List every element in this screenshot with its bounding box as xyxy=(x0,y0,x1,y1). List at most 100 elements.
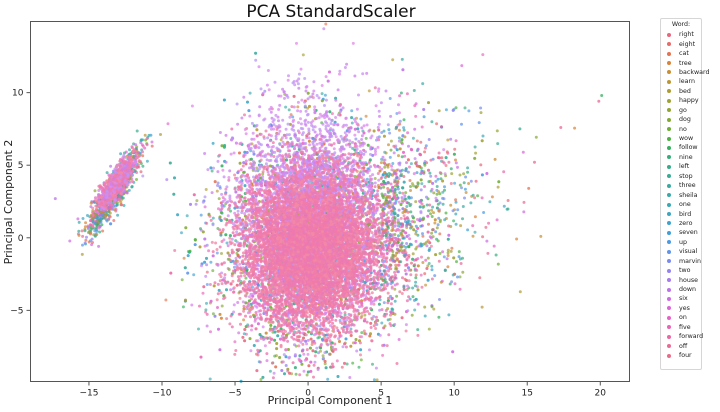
legend-item-bed: bed xyxy=(661,87,701,96)
legend-item-no: no xyxy=(661,124,701,133)
plot-frame xyxy=(30,21,630,382)
legend-label: eight xyxy=(679,40,696,48)
legend-marker-icon xyxy=(667,32,671,37)
y-axis-label: Principal Component 2 xyxy=(2,140,15,265)
legend-marker-icon xyxy=(667,315,671,320)
legend-label: on xyxy=(679,314,687,322)
legend-item-three: three xyxy=(661,181,701,190)
legend-item-right: right xyxy=(661,30,701,39)
legend-label: tree xyxy=(679,59,692,67)
legend-marker-icon xyxy=(667,193,671,198)
legend-item-nine: nine xyxy=(661,153,701,162)
legend-marker-icon xyxy=(667,249,671,254)
y-tick-label: 0 xyxy=(18,234,24,244)
legend-marker-icon xyxy=(667,79,671,84)
legend-marker-icon xyxy=(667,221,671,226)
legend-label: backward xyxy=(679,68,710,76)
legend-item-marvin: marvin xyxy=(661,257,701,266)
legend-marker-icon xyxy=(667,230,671,235)
legend: Word: right eight cat tree backward learn bed h… xyxy=(660,18,709,370)
legend-label: no xyxy=(679,125,687,133)
legend-marker-icon xyxy=(667,89,671,94)
legend-item-follow: follow xyxy=(661,143,701,152)
legend-label: down xyxy=(679,286,696,294)
legend-marker-icon xyxy=(667,108,671,113)
legend-item-six: six xyxy=(661,294,701,303)
legend-label: dog xyxy=(679,116,691,124)
legend-marker-icon xyxy=(667,145,671,150)
legend-marker-icon xyxy=(667,287,671,292)
y-tick-label: 10 xyxy=(12,89,24,99)
legend-label: house xyxy=(679,276,698,284)
legend-marker-icon xyxy=(667,259,671,264)
legend-item-on: on xyxy=(661,313,701,322)
scatter-points xyxy=(53,22,604,383)
legend-label: bird xyxy=(679,210,692,218)
legend-marker-icon xyxy=(667,164,671,169)
legend-marker-icon xyxy=(667,117,671,122)
legend-marker-icon xyxy=(667,306,671,311)
legend-item-two: two xyxy=(661,266,701,275)
legend-marker-icon xyxy=(667,268,671,273)
chart-title: PCA StandardScaler xyxy=(246,2,415,22)
legend-label: yes xyxy=(679,304,690,312)
legend-marker-icon xyxy=(667,42,671,47)
legend-item-wow: wow xyxy=(661,134,701,143)
legend-label: up xyxy=(679,238,687,246)
legend-item-sheila: sheila xyxy=(661,190,701,199)
legend-marker-icon xyxy=(667,344,671,349)
legend-item-up: up xyxy=(661,238,701,247)
legend-label: right xyxy=(679,31,694,39)
x-tick-label: −15 xyxy=(79,389,98,399)
x-tick-label: 5 xyxy=(378,389,384,399)
legend-label: stop xyxy=(679,172,693,180)
legend-label: go xyxy=(679,106,687,114)
legend-label: six xyxy=(679,295,688,303)
legend-label: forward xyxy=(679,333,704,341)
legend-label: marvin xyxy=(679,257,702,265)
legend-item-go: go xyxy=(661,106,701,115)
legend-label: two xyxy=(679,267,691,275)
legend-label: seven xyxy=(679,229,698,237)
y-tick-label: −5 xyxy=(10,306,23,316)
legend-item-tree: tree xyxy=(661,58,701,67)
x-tick-label: 10 xyxy=(448,389,460,399)
legend-marker-icon xyxy=(667,212,671,217)
legend-item-bird: bird xyxy=(661,209,701,218)
legend-items: right eight cat tree backward learn bed happy go… xyxy=(661,30,709,360)
legend-item-one: one xyxy=(661,200,701,209)
legend-label: happy xyxy=(679,97,699,105)
legend-item-happy: happy xyxy=(661,96,701,105)
legend-label: learn xyxy=(679,78,695,86)
legend-label: five xyxy=(679,323,691,331)
legend-item-house: house xyxy=(661,275,701,284)
x-axis-ticks: −15 −10 −5 0 5 10 15 20 xyxy=(79,381,607,399)
legend-label: three xyxy=(679,182,696,190)
legend-marker-icon xyxy=(667,334,671,339)
legend-marker-icon xyxy=(667,136,671,141)
x-axis-label: Principal Component 1 xyxy=(268,394,393,407)
x-tick-label: 20 xyxy=(595,389,607,399)
legend-item-down: down xyxy=(661,285,701,294)
legend-item-four: four xyxy=(661,351,701,360)
legend-label: four xyxy=(679,352,692,360)
legend-item-learn: learn xyxy=(661,77,701,86)
legend-label: off xyxy=(679,342,688,350)
y-axis-ticks: −5 0 5 10 xyxy=(10,89,31,316)
legend-label: zero xyxy=(679,219,693,227)
legend-marker-icon xyxy=(667,155,671,160)
legend-marker-icon xyxy=(667,353,671,358)
legend-marker-icon xyxy=(667,51,671,56)
x-tick-label: −5 xyxy=(228,389,241,399)
legend-label: visual xyxy=(679,248,698,256)
legend-label: bed xyxy=(679,87,691,95)
legend-item-cat: cat xyxy=(661,49,701,58)
legend-item-dog: dog xyxy=(661,115,701,124)
legend-label: sheila xyxy=(679,191,698,199)
legend-item-five: five xyxy=(661,323,701,332)
legend-item-zero: zero xyxy=(661,219,701,228)
legend-marker-icon xyxy=(667,240,671,245)
legend-item-forward: forward xyxy=(661,332,704,341)
legend-marker-icon xyxy=(667,325,671,330)
